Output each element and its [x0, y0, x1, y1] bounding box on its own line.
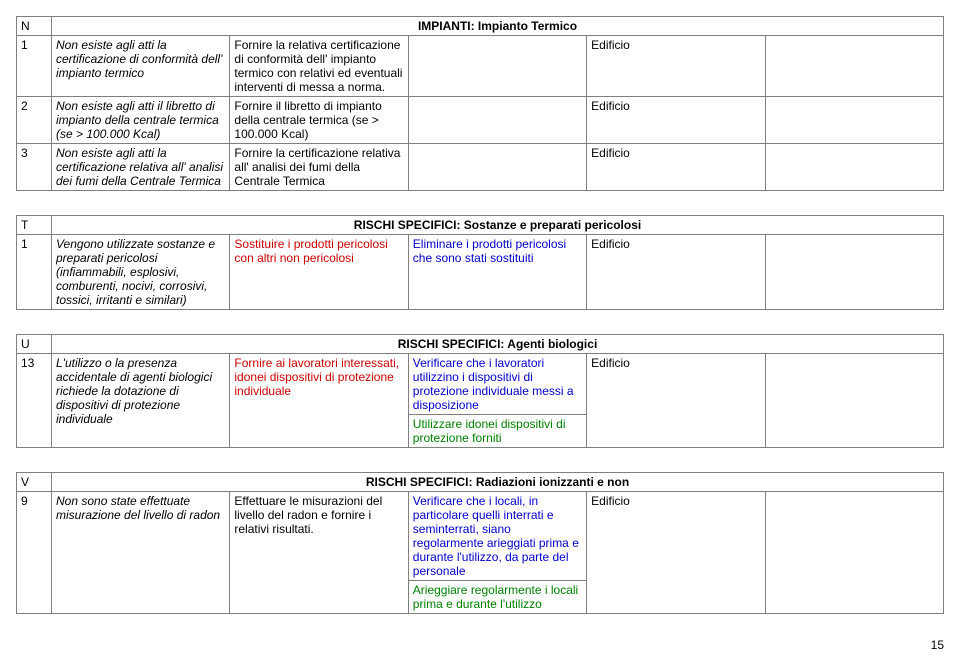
end-cell: [765, 492, 943, 614]
obs-cell: Vengono utilizzate sostanze e preparati …: [52, 235, 230, 310]
ver-cell-green: Arieggiare regolarmente i locali prima e…: [408, 581, 586, 614]
row-num: 1: [17, 235, 52, 310]
page-number: 15: [16, 638, 944, 652]
loc-cell: Edificio: [587, 144, 765, 191]
ver-cell: Verificare che i locali, in particolare …: [408, 492, 586, 581]
section-title: RISCHI SPECIFICI: Agenti biologici: [52, 335, 944, 354]
table-biologici: U RISCHI SPECIFICI: Agenti biologici 13 …: [16, 334, 944, 448]
act-cell: Fornire la certificazione relativa all' …: [230, 144, 408, 191]
end-cell: [765, 235, 943, 310]
row-num: 9: [17, 492, 52, 614]
ver-cell: [408, 36, 586, 97]
end-cell: [765, 36, 943, 97]
loc-cell: Edificio: [587, 354, 765, 448]
loc-cell: Edificio: [587, 235, 765, 310]
loc-cell: Edificio: [587, 492, 765, 614]
letter-cell: U: [17, 335, 52, 354]
end-cell: [765, 354, 943, 448]
end-cell: [765, 144, 943, 191]
act-cell: Fornire ai lavoratori interessati, idone…: [230, 354, 408, 448]
letter-cell: N: [17, 17, 52, 36]
obs-cell: Non esiste agli atti la certificazione d…: [52, 36, 230, 97]
act-cell: Effettuare le misurazioni del livello de…: [230, 492, 408, 614]
table-row: 9 Non sono state effettuate misurazione …: [17, 492, 944, 581]
table-row: 2 Non esiste agli atti il libretto di im…: [17, 97, 944, 144]
obs-cell: Non sono state effettuate misurazione de…: [52, 492, 230, 614]
ver-cell-green: Utilizzare idonei dispositivi di protezi…: [408, 415, 586, 448]
ver-cell: Verificare che i lavoratori utilizzino i…: [408, 354, 586, 415]
row-num: 1: [17, 36, 52, 97]
obs-cell: Non esiste agli atti la certificazione r…: [52, 144, 230, 191]
loc-cell: Edificio: [587, 97, 765, 144]
section-title: RISCHI SPECIFICI: Sostanze e preparati p…: [52, 216, 944, 235]
letter-cell: T: [17, 216, 52, 235]
row-num: 13: [17, 354, 52, 448]
ver-cell: Eliminare i prodotti pericolosi che sono…: [408, 235, 586, 310]
ver-cell: [408, 144, 586, 191]
letter-cell: V: [17, 473, 52, 492]
obs-cell: L'utilizzo o la presenza accidentale di …: [52, 354, 230, 448]
table-row: 1 Non esiste agli atti la certificazione…: [17, 36, 944, 97]
table-row: 13 L'utilizzo o la presenza accidentale …: [17, 354, 944, 415]
table-row: 1 Vengono utilizzate sostanze e preparat…: [17, 235, 944, 310]
ver-cell: [408, 97, 586, 144]
table-sostanze: T RISCHI SPECIFICI: Sostanze e preparati…: [16, 215, 944, 310]
act-cell: Sostituire i prodotti pericolosi con alt…: [230, 235, 408, 310]
section-title: IMPIANTI: Impianto Termico: [52, 17, 944, 36]
obs-cell: Non esiste agli atti il libretto di impi…: [52, 97, 230, 144]
act-cell: Fornire la relativa certificazione di co…: [230, 36, 408, 97]
table-radiazioni: V RISCHI SPECIFICI: Radiazioni ionizzant…: [16, 472, 944, 614]
row-num: 3: [17, 144, 52, 191]
table-impianti: N IMPIANTI: Impianto Termico 1 Non esist…: [16, 16, 944, 191]
row-num: 2: [17, 97, 52, 144]
section-title: RISCHI SPECIFICI: Radiazioni ionizzanti …: [52, 473, 944, 492]
end-cell: [765, 97, 943, 144]
act-cell: Fornire il libretto di impianto della ce…: [230, 97, 408, 144]
loc-cell: Edificio: [587, 36, 765, 97]
table-row: 3 Non esiste agli atti la certificazione…: [17, 144, 944, 191]
